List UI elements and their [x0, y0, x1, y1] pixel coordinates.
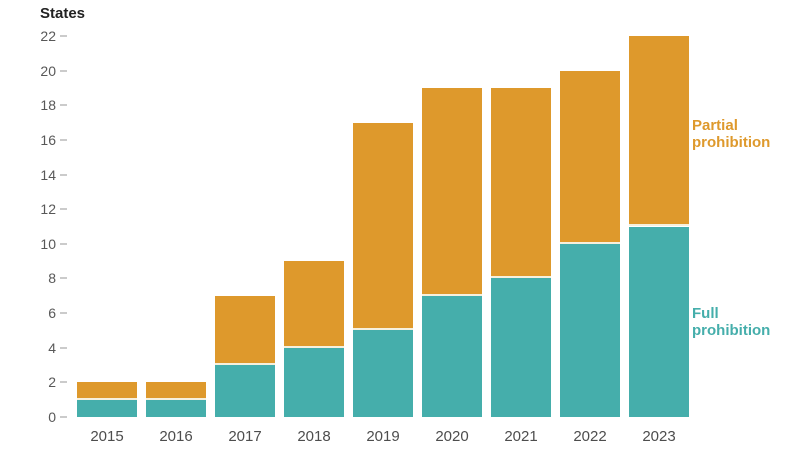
bar-2023-full-prohibition-segment: [629, 226, 689, 417]
bar-2019-partial-prohibition-segment: [353, 122, 413, 331]
bar-2022-full-prohibition-segment: [560, 243, 620, 417]
y-tick-label-4: 4: [48, 339, 56, 356]
bar-2019-full-prohibition-segment: [353, 330, 413, 417]
bar-2020-full-prohibition-segment: [422, 295, 482, 417]
bar-2018-partial-prohibition-segment: [284, 261, 344, 348]
bar-2018-full-prohibition-segment: [284, 347, 344, 417]
legend-label-partial-prohibition: Partial prohibition: [692, 117, 771, 151]
y-tick-label-0: 0: [48, 409, 56, 425]
x-tick-label-2018: 2018: [297, 428, 331, 445]
y-tick-mark-12: [60, 208, 67, 211]
y-tick-label-2: 2: [48, 374, 56, 391]
bar-2015-partial-prohibition-segment: [77, 382, 137, 400]
y-tick-mark-20: [60, 69, 67, 72]
x-tick-label-2021: 2021: [504, 428, 538, 445]
legend-label-full-prohibition: Full prohibition: [692, 305, 771, 339]
bar-2015-full-prohibition-segment: [77, 399, 137, 417]
bar-2021-partial-prohibition-segment: [491, 87, 551, 279]
y-tick-mark-2: [60, 381, 67, 384]
y-tick-mark-10: [60, 242, 67, 245]
x-tick-label-2020: 2020: [435, 428, 469, 445]
y-tick-mark-22: [60, 35, 67, 37]
y-tick-mark-16: [60, 138, 67, 141]
y-tick-mark-0: [60, 416, 67, 418]
bar-2023-partial-prohibition-segment: [629, 36, 689, 227]
x-tick-label-2023: 2023: [642, 428, 676, 445]
y-tick-label-6: 6: [48, 305, 56, 322]
bar-2022-partial-prohibition-segment: [560, 70, 620, 244]
bar-2017-full-prohibition-segment: [215, 365, 275, 417]
x-tick-label-2017: 2017: [228, 428, 262, 445]
x-tick-label-2015: 2015: [90, 428, 124, 445]
x-tick-label-2016: 2016: [159, 428, 193, 445]
x-tick-label-2019: 2019: [366, 428, 400, 445]
y-tick-mark-18: [60, 104, 67, 107]
y-tick-label-12: 12: [40, 201, 56, 218]
y-tick-label-22: 22: [40, 28, 56, 44]
x-tick-label-2022: 2022: [573, 428, 607, 445]
y-tick-mark-8: [60, 277, 67, 280]
bar-2020-partial-prohibition-segment: [422, 87, 482, 296]
y-tick-mark-4: [60, 346, 67, 349]
y-tick-label-18: 18: [40, 97, 56, 114]
y-tick-label-20: 20: [40, 62, 56, 79]
y-tick-mark-6: [60, 312, 67, 315]
y-axis-title: States: [40, 5, 86, 22]
y-tick-label-8: 8: [48, 270, 56, 287]
bar-2016-partial-prohibition-segment: [146, 382, 206, 400]
bar-2021-full-prohibition-segment: [491, 278, 551, 417]
y-tick-label-16: 16: [40, 131, 56, 148]
bar-2017-partial-prohibition-segment: [215, 295, 275, 366]
bar-2016-full-prohibition-segment: [146, 399, 206, 417]
y-tick-label-10: 10: [40, 235, 56, 252]
y-tick-label-14: 14: [40, 166, 56, 183]
y-tick-mark-14: [60, 173, 67, 176]
